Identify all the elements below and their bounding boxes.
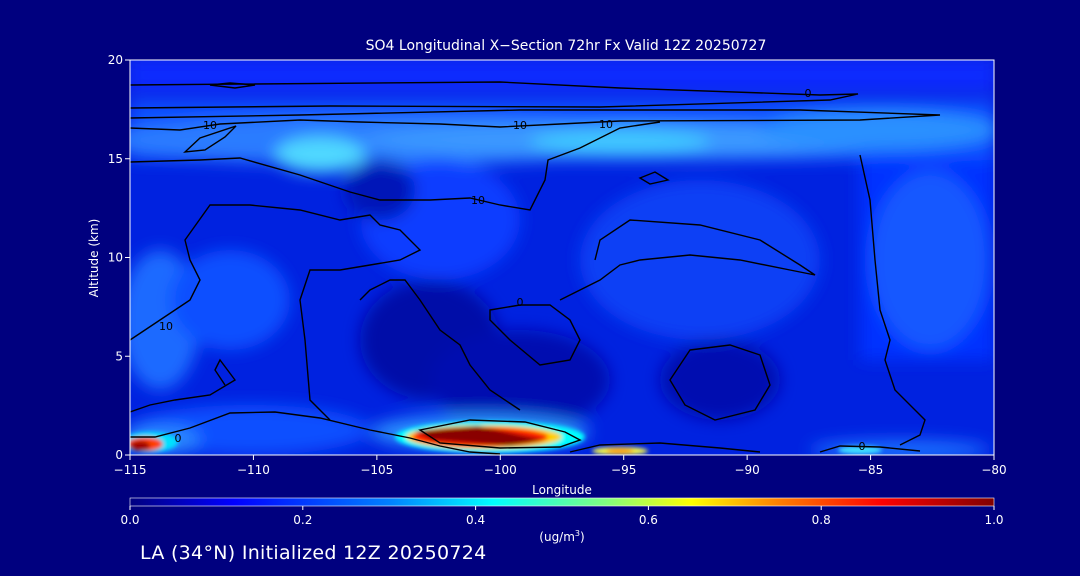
x-axis-label: Longitude (532, 483, 592, 497)
contour-low-left (130, 358, 237, 413)
contour-labels: 0 10 10 10 10 10 0 0 0 (159, 87, 866, 453)
colorbar-tick-label: 0.6 (639, 513, 658, 527)
y-tick-label: 15 (108, 152, 123, 166)
colorbar (129, 497, 995, 507)
contour-mid-left (130, 121, 661, 211)
contour-label: 10 (471, 194, 485, 207)
contour-top-band (130, 81, 859, 109)
contour-loop-1 (669, 344, 771, 421)
x-axis: −115 −110 −105 −100 −95 −90 −85 −80 (114, 455, 1007, 477)
x-tick-label: −100 (484, 463, 517, 477)
contour-surface (130, 411, 501, 455)
contour-label: 0 (517, 296, 524, 309)
colorbar-units: (ug/m3) (539, 529, 584, 544)
contour-lines (130, 81, 941, 455)
contour-center-2 (489, 304, 581, 366)
contour-surface-far (819, 445, 921, 453)
contour-surface-plume (418, 419, 582, 449)
contour-label: 10 (159, 320, 173, 333)
contour-upper-2 (183, 125, 237, 153)
contour-upper (130, 109, 941, 131)
colorbar-tick-label: 0.8 (812, 513, 831, 527)
x-tick-label: −110 (237, 463, 270, 477)
y-axis: 0 5 10 15 20 (108, 53, 130, 462)
x-tick-label: −105 (360, 463, 393, 477)
colorbar-tick-label: 0.4 (466, 513, 485, 527)
contour-surface-right (569, 442, 761, 453)
y-tick-label: 5 (115, 349, 123, 363)
y-axis-label: Altitude (km) (87, 219, 101, 298)
contour-small-1 (638, 171, 670, 185)
x-tick-label: −115 (114, 463, 147, 477)
plot-area: 0 10 10 10 10 10 0 0 0 (130, 60, 994, 455)
contour-label: 10 (203, 119, 217, 132)
chart-title: SO4 Longitudinal X−Section 72hr Fx Valid… (366, 38, 767, 54)
y-tick-label: 0 (115, 448, 123, 462)
contour-label: 0 (175, 432, 182, 445)
contour-label: 0 (859, 440, 866, 453)
contour-right-band (559, 219, 816, 301)
colorbar-ticks: 0.0 0.2 0.4 0.6 0.8 1.0 (120, 506, 1004, 527)
contour-label: 0 (805, 87, 812, 100)
x-tick-label: −95 (611, 463, 636, 477)
contour-small-2 (209, 82, 256, 89)
x-tick-label: −80 (981, 463, 1006, 477)
colorbar-tick-label: 0.0 (120, 513, 139, 527)
x-tick-label: −85 (858, 463, 883, 477)
y-tick-label: 20 (108, 53, 123, 67)
contour-label: 10 (513, 119, 527, 132)
y-tick-label: 10 (108, 251, 123, 265)
x-tick-label: −90 (734, 463, 759, 477)
colorbar-tick-label: 1.0 (984, 513, 1003, 527)
contour-left-lobe (130, 204, 422, 421)
contour-center (359, 279, 521, 411)
colorbar-tick-label: 0.2 (293, 513, 312, 527)
contour-right-edge (859, 154, 926, 446)
contour-label: 10 (599, 118, 613, 131)
footer-caption: LA (34°N) Initialized 12Z 20250724 (140, 542, 487, 564)
